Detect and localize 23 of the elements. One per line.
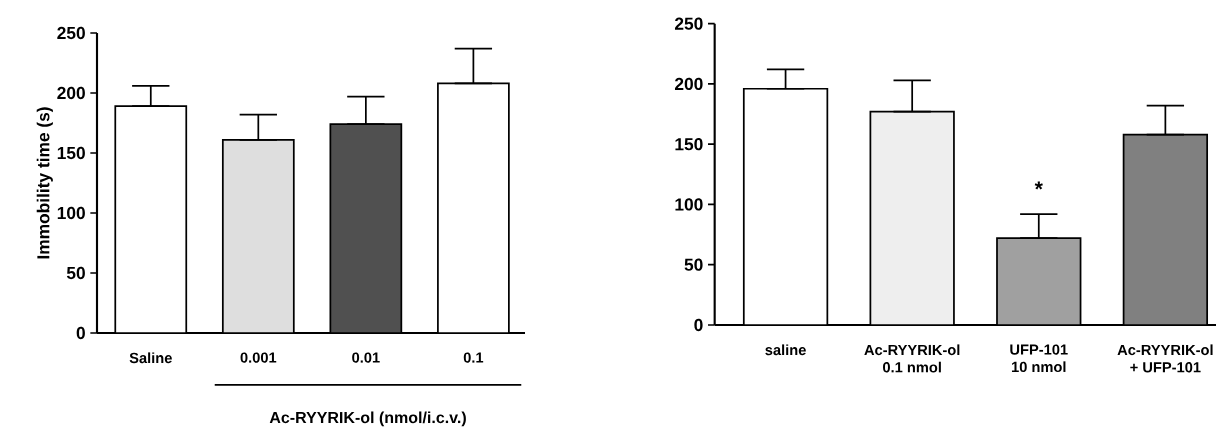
x-axis-title: Ac-RYYRIK-ol (nmol/i.c.v.) [269,411,466,427]
y-tick-label: 50 [66,266,85,280]
y-tick-label: 50 [684,258,703,271]
x-tick-label: Saline [129,352,172,364]
x-tick-label: UFP-101 10 nmol [1010,344,1068,373]
y-tick-label: 150 [675,138,703,151]
x-tick-label: 0.1 [463,352,484,363]
x-tick-label: Ac-RYYRIK-ol + UFP-101 [1117,344,1213,373]
y-tick-label: 100 [675,198,703,211]
y-tick-label: 100 [57,206,85,220]
y-tick-label: 0 [76,326,85,340]
y-tick-label: 0 [694,318,703,332]
y-tick-label: 250 [674,17,703,30]
y-tick-label: 200 [57,86,85,100]
y-tick-label: 250 [57,26,85,40]
x-tick-label: 0.01 [352,352,380,363]
annotation: * [1034,181,1043,190]
y-axis-title: Immobility time (s) [36,107,53,259]
x-tick-label: 0.001 [240,352,277,363]
x-tick-label: saline [765,344,806,356]
y-tick-label: 150 [57,146,85,160]
x-tick-label: Ac-RYYRIK-ol 0.1 nmol [864,344,960,373]
y-tick-label: 200 [674,77,703,91]
